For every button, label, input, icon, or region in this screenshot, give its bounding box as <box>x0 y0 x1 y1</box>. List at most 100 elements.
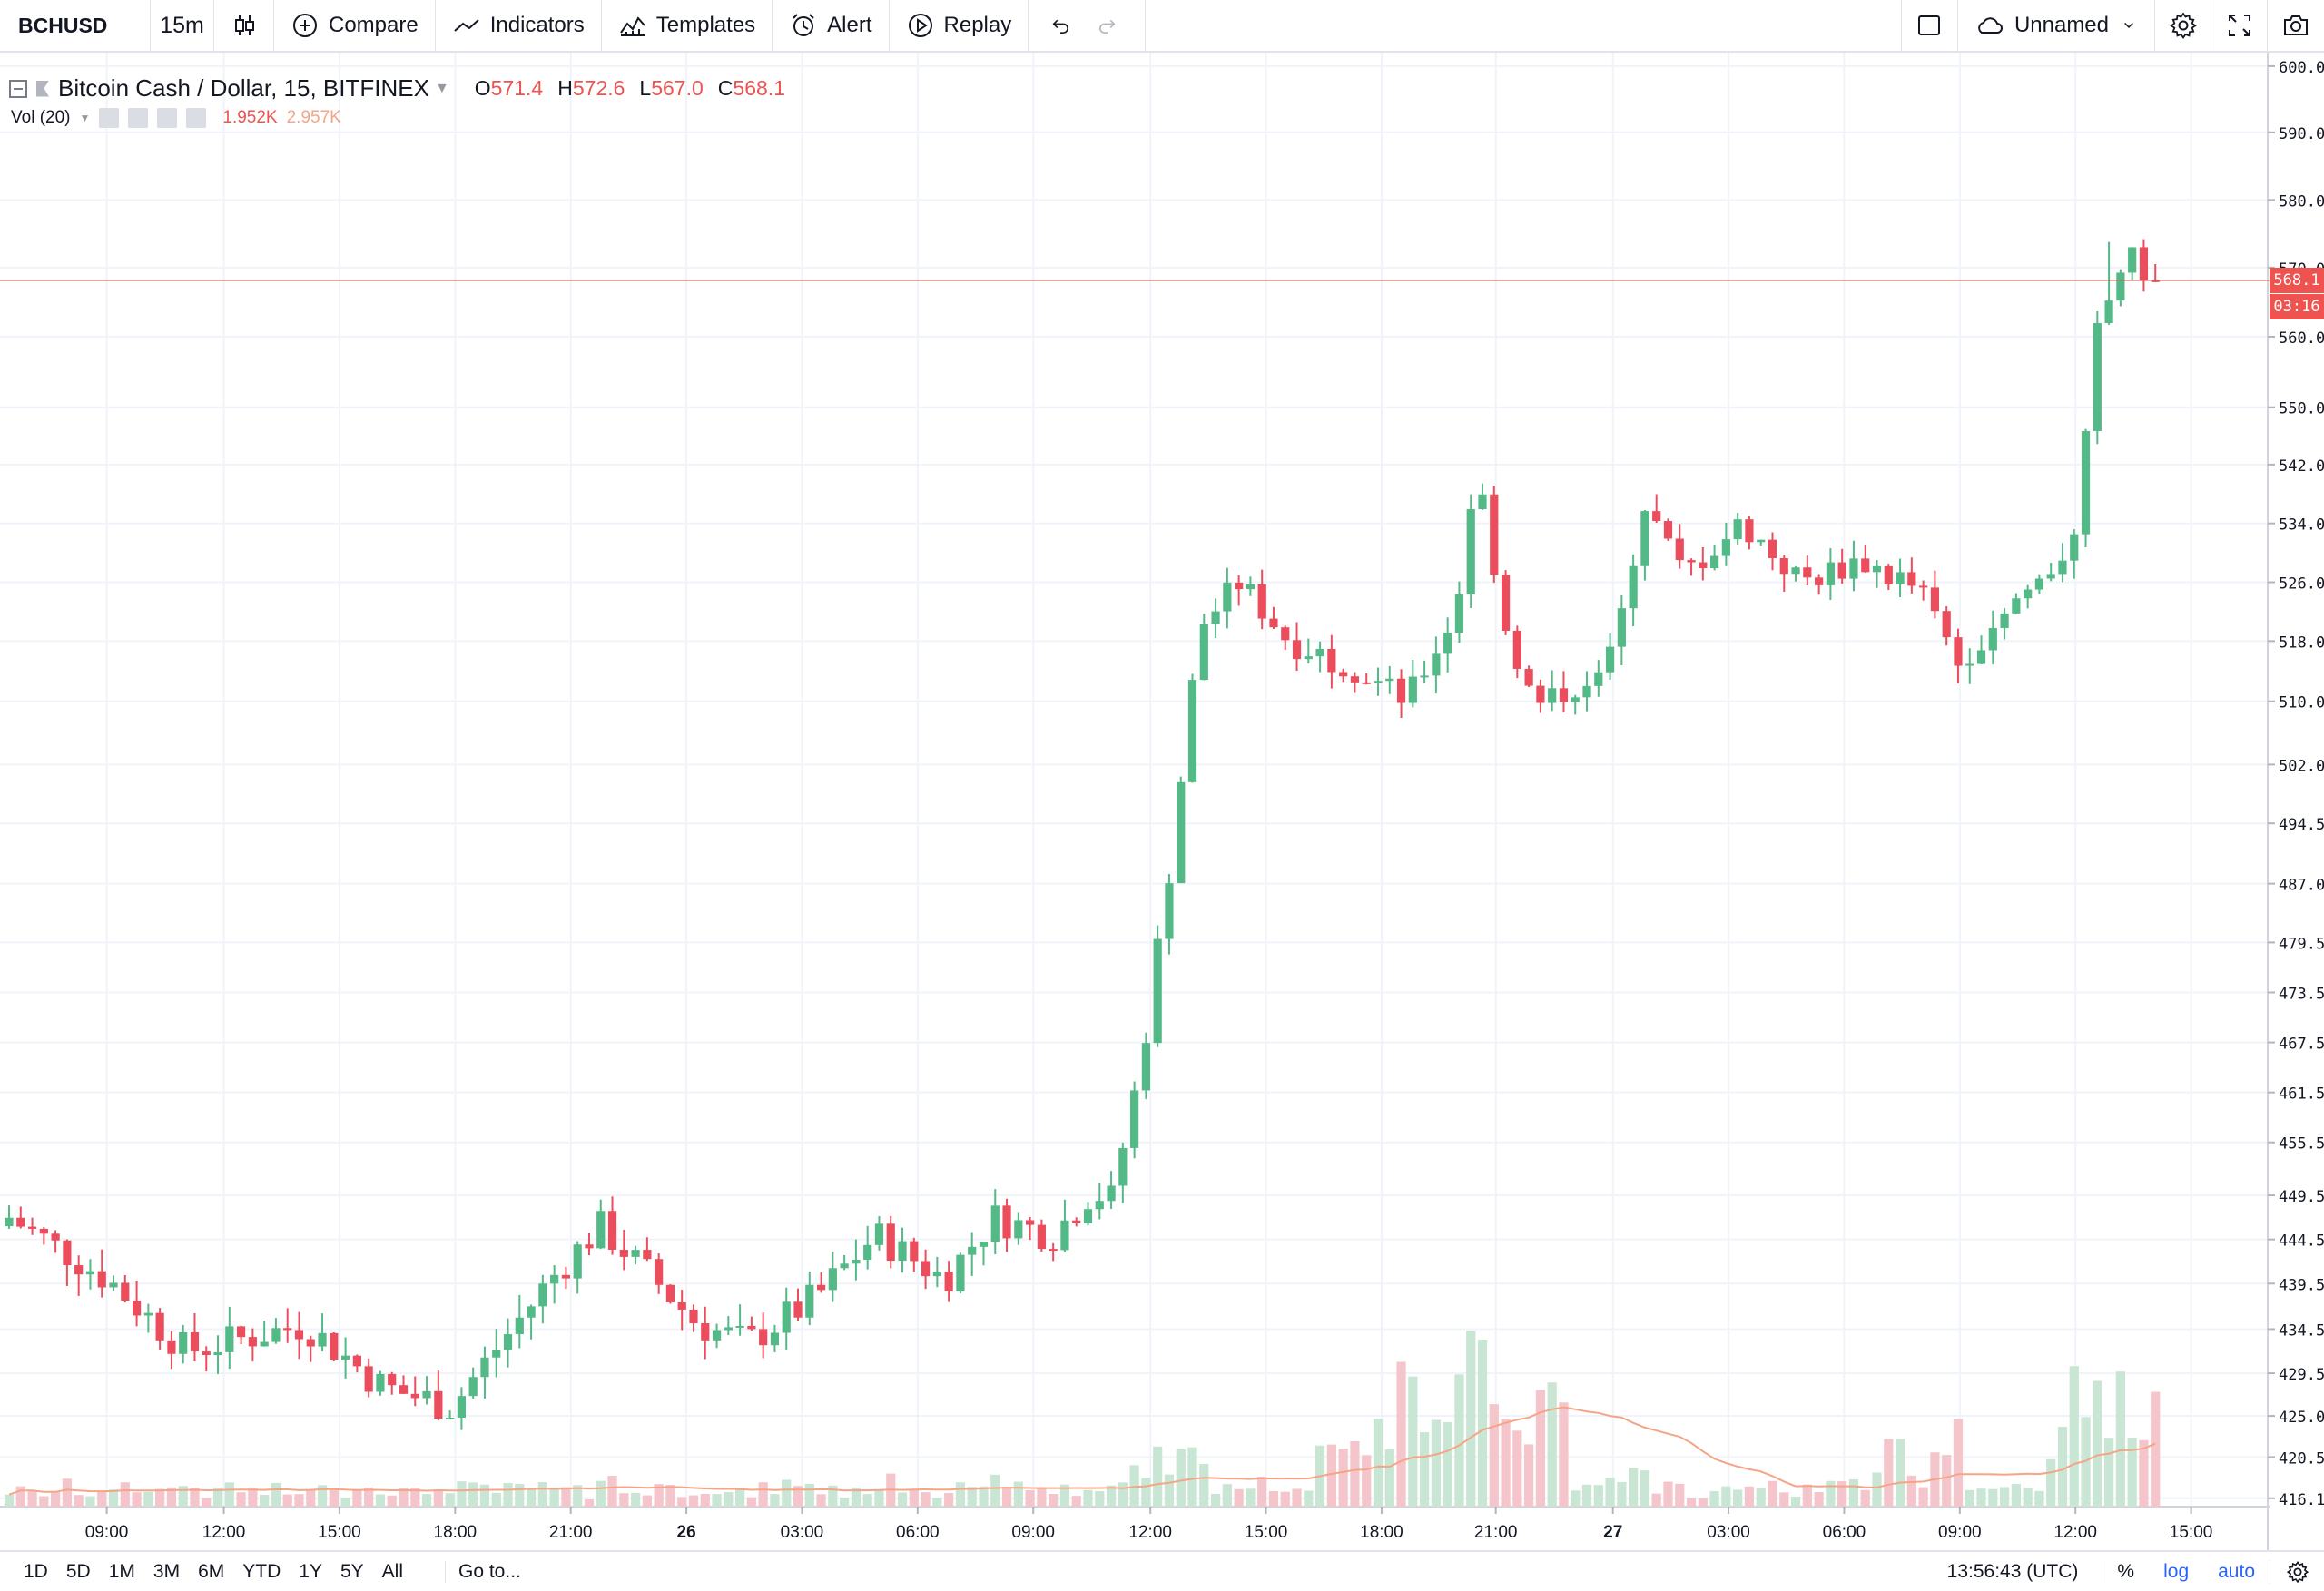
volume-bar <box>1593 1485 1603 1507</box>
volume-bar <box>1246 1488 1256 1507</box>
log-scale-toggle[interactable]: log <box>2163 1560 2190 1582</box>
candle-body <box>1153 938 1162 1044</box>
settings-button[interactable] <box>2155 0 2211 52</box>
snapshot-button[interactable] <box>2268 0 2324 52</box>
volume-label[interactable]: Vol (20) <box>11 108 71 127</box>
price-axis-label: 560.0 <box>2279 329 2324 348</box>
volume-bar <box>1605 1478 1615 1507</box>
volume-bar <box>700 1493 710 1507</box>
volume-bar <box>1454 1374 1464 1507</box>
layout-name: Unnamed <box>2014 13 2109 37</box>
volume-bar <box>271 1482 281 1507</box>
flag-icon[interactable] <box>36 80 49 97</box>
close-small-icon[interactable] <box>186 108 207 128</box>
volume-bar <box>724 1491 734 1507</box>
volume-bar <box>2081 1417 2091 1507</box>
range-1y[interactable]: 1Y <box>299 1560 322 1582</box>
candle-body <box>1130 1090 1139 1148</box>
alert-button[interactable]: Alert <box>773 0 890 52</box>
candle-body <box>1965 663 1974 666</box>
time-axis-label: 15:00 <box>1245 1523 1288 1542</box>
percent-scale-toggle[interactable]: % <box>2117 1560 2135 1582</box>
range-1m[interactable]: 1M <box>108 1560 135 1582</box>
range-3m[interactable]: 3M <box>153 1560 181 1582</box>
volume-bar <box>39 1496 49 1507</box>
utc-clock[interactable]: 13:56:43 (UTC) <box>1924 1560 2103 1583</box>
plus-small-icon[interactable] <box>157 108 178 128</box>
chart-settings-button[interactable] <box>2270 1559 2324 1584</box>
candle-body <box>155 1312 164 1341</box>
candle-body <box>1211 611 1220 624</box>
candle-body <box>1315 648 1324 657</box>
chart-style-button[interactable] <box>214 0 274 52</box>
symbol-search[interactable]: BCHUSD <box>0 0 151 52</box>
candle-body <box>1826 562 1835 585</box>
collapse-legend-icon[interactable] <box>9 79 27 98</box>
candle-body <box>1107 1185 1116 1202</box>
settings-small-icon[interactable] <box>128 108 149 128</box>
candle-body <box>248 1337 257 1347</box>
candle-body <box>283 1328 292 1331</box>
open-key: O <box>474 76 491 100</box>
candle-body <box>1118 1147 1128 1186</box>
volume-bar <box>921 1492 931 1507</box>
candle-body <box>202 1351 211 1356</box>
volume-bar <box>735 1488 745 1507</box>
volume-bar <box>607 1476 617 1507</box>
select-layout-button[interactable] <box>1902 0 1958 52</box>
close-key: C <box>717 76 734 100</box>
price-chart[interactable]: 600.0590.0580.0570.0560.0550.0542.0534.0… <box>0 53 2324 1550</box>
series-title[interactable]: Bitcoin Cash / Dollar, 15, BITFINEX <box>58 74 429 102</box>
range-5d[interactable]: 5D <box>65 1560 91 1582</box>
range-ytd[interactable]: YTD <box>242 1560 281 1582</box>
volume-bar <box>132 1492 142 1507</box>
redo-icon[interactable] <box>1096 14 1119 37</box>
caret-down-icon[interactable]: ▼ <box>79 112 91 124</box>
fullscreen-button[interactable] <box>2211 0 2268 52</box>
low-value: 567.0 <box>651 76 704 100</box>
indicators-button[interactable]: Indicators <box>436 0 602 52</box>
eye-icon[interactable] <box>99 108 120 128</box>
volume-bar <box>340 1498 350 1507</box>
candle-body <box>1652 511 1661 522</box>
auto-scale-toggle[interactable]: auto <box>2218 1560 2255 1582</box>
low-key: L <box>639 76 652 100</box>
volume-bar <box>712 1494 722 1507</box>
candle-body <box>1362 682 1371 684</box>
range-5y[interactable]: 5Y <box>340 1560 364 1582</box>
candle-body <box>51 1233 60 1241</box>
candle-body <box>1884 565 1893 585</box>
range-6m[interactable]: 6M <box>198 1560 225 1582</box>
volume-bar <box>909 1488 919 1507</box>
interval-selector[interactable]: 15m <box>151 0 214 52</box>
series-legend: Bitcoin Cash / Dollar, 15, BITFINEX ▼ O 5… <box>9 74 785 103</box>
candle-body <box>2012 598 2021 614</box>
goto-date-button[interactable]: Go to... <box>445 1560 534 1583</box>
range-all[interactable]: All <box>381 1560 403 1582</box>
candle-body <box>793 1301 803 1318</box>
candle-body <box>1791 567 1800 575</box>
candle-body <box>179 1331 188 1354</box>
volume-bar <box>260 1494 270 1507</box>
templates-button[interactable]: Templates <box>602 0 773 52</box>
caret-down-icon[interactable]: ▼ <box>434 80 449 96</box>
chart-area[interactable]: 600.0590.0580.0570.0560.0550.0542.0534.0… <box>0 53 2324 1550</box>
replay-button[interactable]: Replay <box>890 0 1029 52</box>
candle-body <box>306 1339 315 1347</box>
candle-body <box>550 1274 559 1284</box>
candle-body <box>132 1301 142 1316</box>
compare-button[interactable]: Compare <box>274 0 436 52</box>
undo-icon[interactable] <box>1049 14 1072 37</box>
candle-body <box>2046 574 2055 579</box>
candle-body <box>1327 648 1336 673</box>
volume-bar <box>955 1482 966 1507</box>
candle-body <box>1396 678 1406 703</box>
time-axis-label: 21:00 <box>1474 1523 1518 1542</box>
candle-body <box>446 1417 455 1419</box>
candle-body <box>1709 555 1719 568</box>
layout-name-button[interactable]: Unnamed <box>1958 0 2155 52</box>
candle-body <box>1095 1201 1104 1210</box>
candle-body <box>990 1205 1000 1242</box>
range-1d[interactable]: 1D <box>24 1560 48 1582</box>
volume-bar <box>15 1486 25 1507</box>
